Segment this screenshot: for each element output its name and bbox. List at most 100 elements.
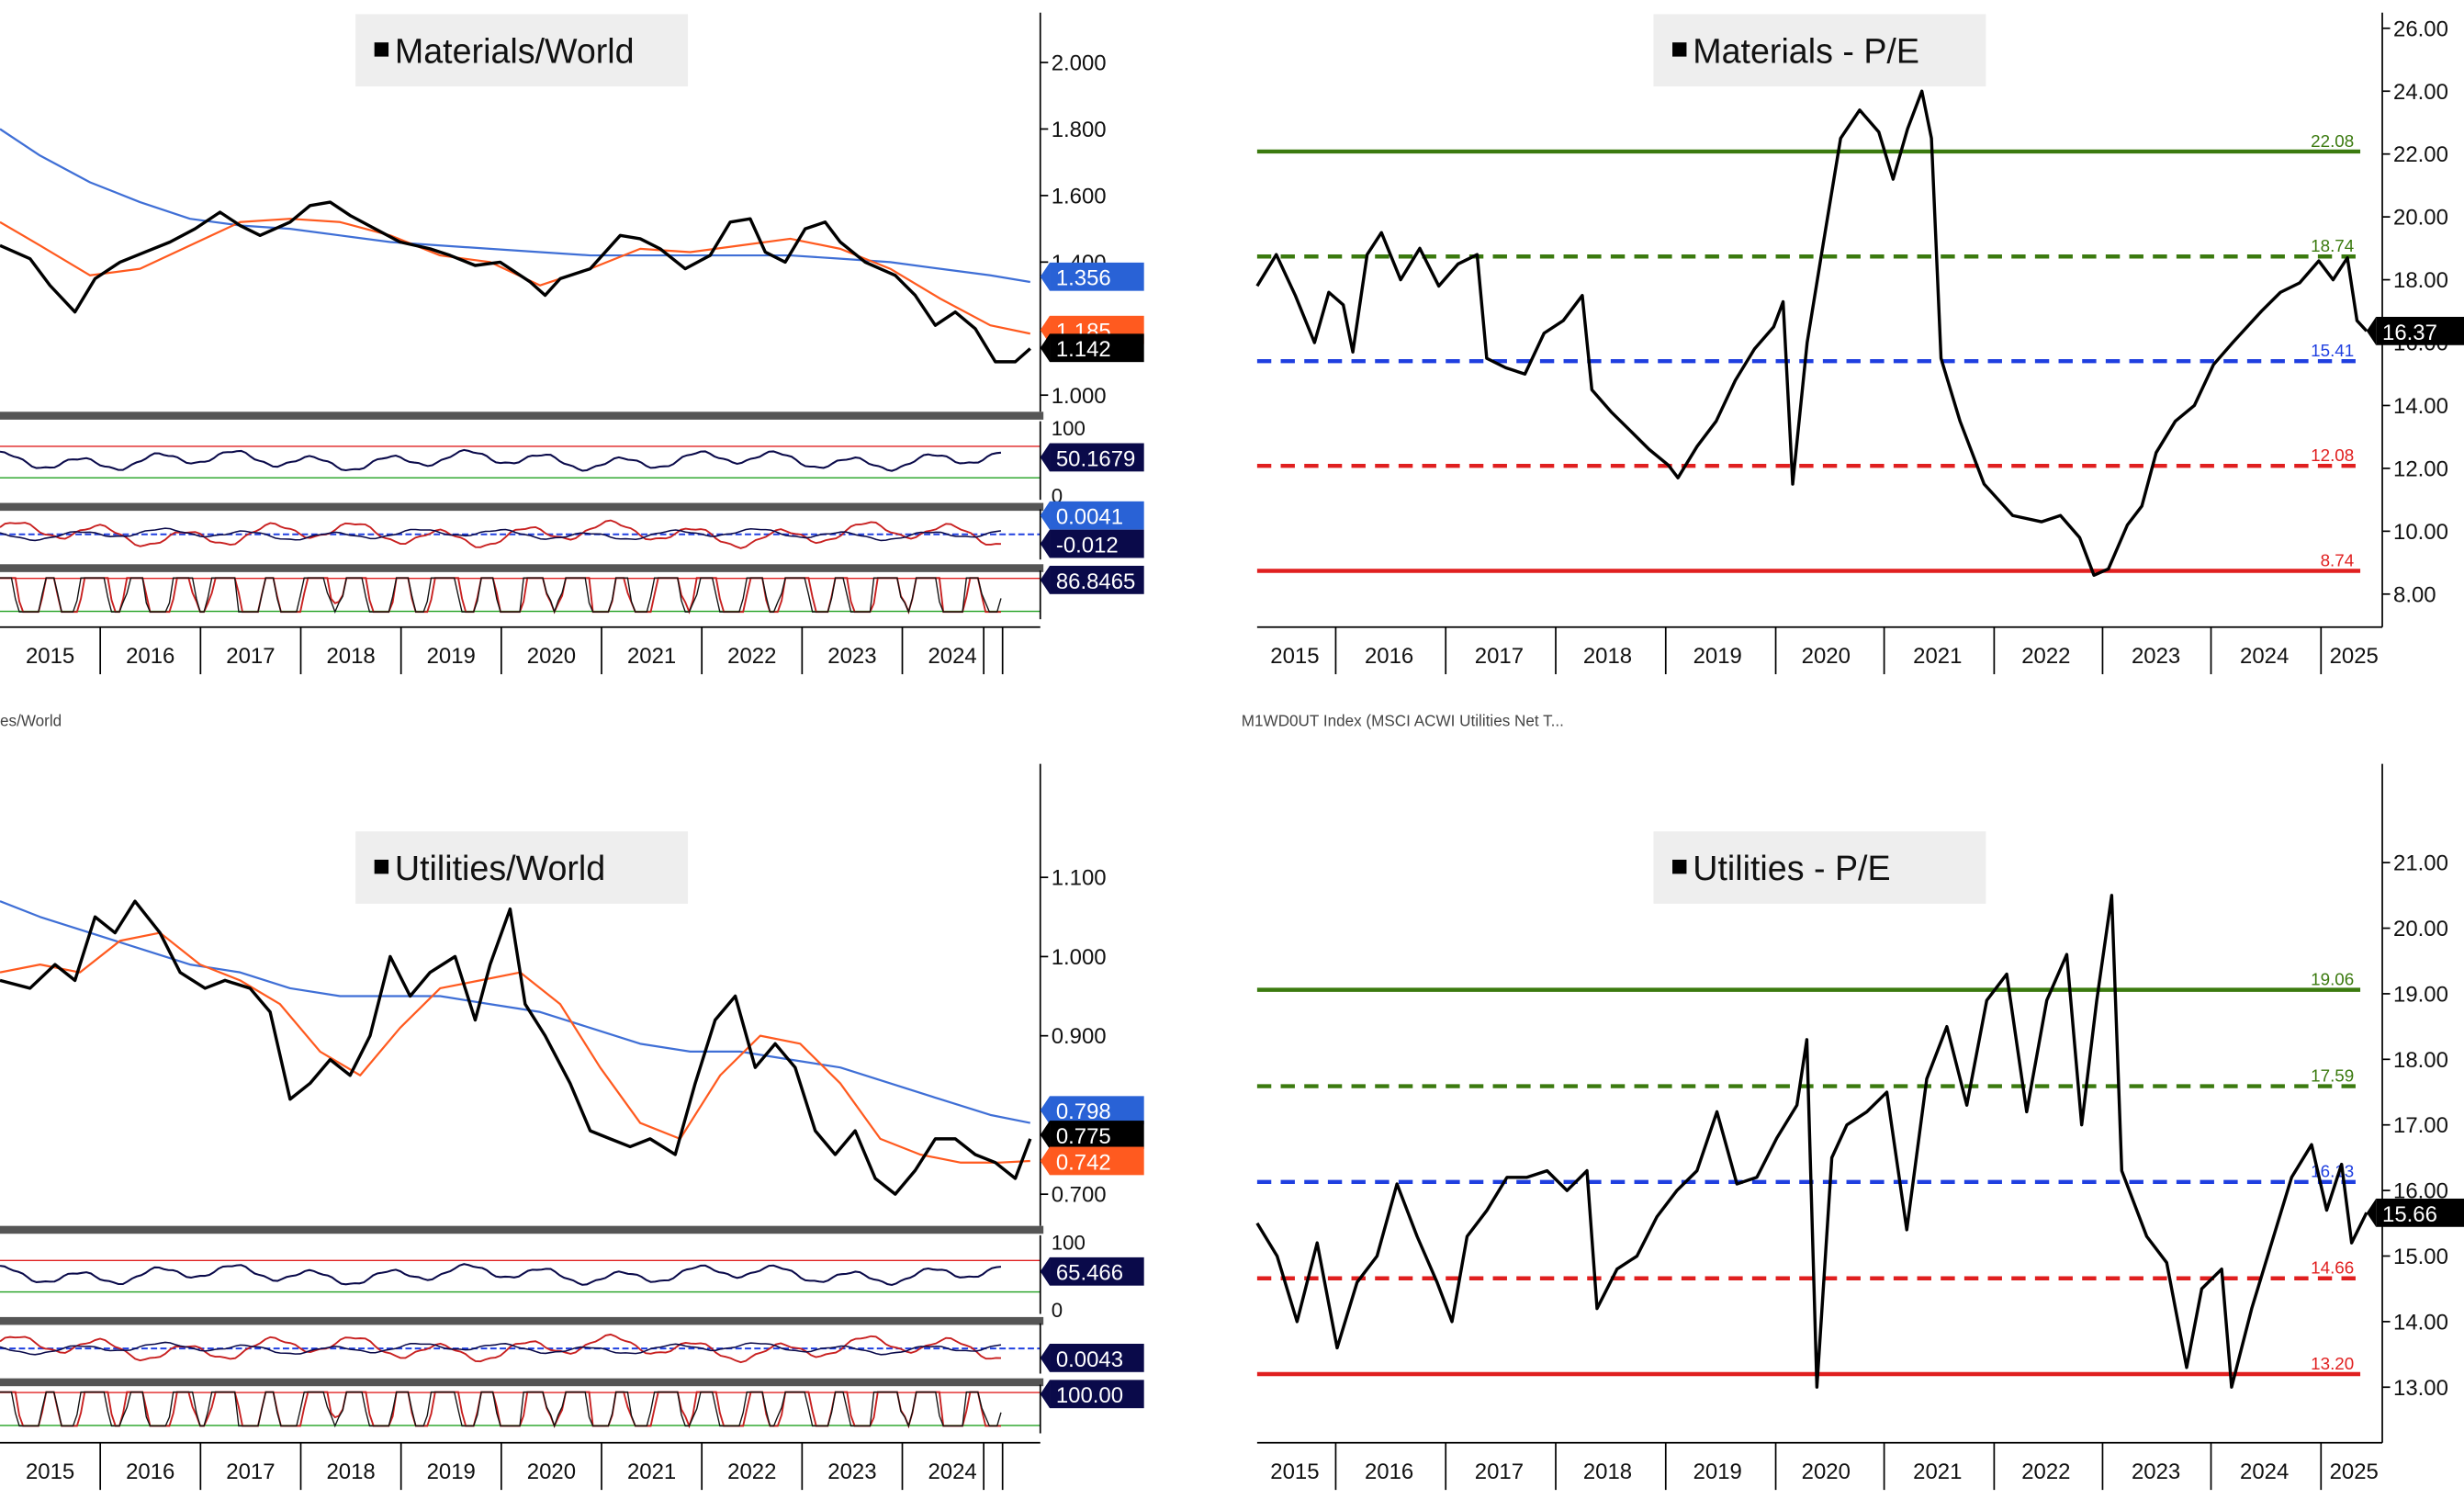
panel-separator xyxy=(0,1316,1044,1325)
rsi-scale-top: 100 xyxy=(1052,1231,1086,1254)
y-tick-label: 20.00 xyxy=(2393,917,2448,941)
x-tick-label: 2023 xyxy=(827,644,876,669)
rsi-value-tag-bg xyxy=(1050,1257,1144,1286)
x-tick-label: 2020 xyxy=(527,1460,576,1484)
stoch-value-tag-pointer xyxy=(1040,1380,1051,1409)
x-tick-label: 2021 xyxy=(627,1460,676,1484)
y-tick-label: 18.00 xyxy=(2393,268,2448,293)
stoch-value-tag-pointer xyxy=(1040,565,1051,594)
y-tick-label: 14.00 xyxy=(2393,394,2448,419)
y-tick-label: 1.100 xyxy=(1052,866,1107,891)
y-tick-label: 14.00 xyxy=(2393,1310,2448,1335)
macd-top-tag: 0.0041 xyxy=(1056,505,1123,530)
x-tick-label: 2025 xyxy=(2330,1460,2379,1484)
pe-line xyxy=(1255,894,2368,1389)
x-tick-label: 2023 xyxy=(2132,644,2180,669)
chart-title: Materials - P/E xyxy=(1693,31,1919,70)
x-tick-label: 2015 xyxy=(26,644,74,669)
x-tick-label: 2017 xyxy=(1475,1460,1524,1484)
macd-top-tag-pointer xyxy=(1040,501,1051,530)
last-value-tag-0: 1.356 xyxy=(1056,266,1111,291)
x-tick-label: 2024 xyxy=(2240,644,2289,669)
x-tick-label: 2016 xyxy=(1365,1460,1413,1484)
y-tick-label: 21.00 xyxy=(2393,851,2448,876)
price-ratio-line xyxy=(0,200,1031,364)
x-tick-label: 2021 xyxy=(1913,1460,1962,1484)
chart-title-box xyxy=(355,831,689,904)
chart-title-box xyxy=(1653,14,1986,87)
chart-title-marker xyxy=(1672,42,1687,57)
rsi-value-tag-pointer xyxy=(1040,1257,1051,1286)
x-tick-label: 2022 xyxy=(2021,644,2070,669)
chart-title-marker xyxy=(374,859,389,874)
panel-separator xyxy=(0,502,1044,512)
y-tick-label: 2.000 xyxy=(1052,51,1107,76)
x-tick-label: 2020 xyxy=(1802,1460,1851,1484)
y-tick-label: 1.000 xyxy=(1052,384,1107,409)
y-tick-label: 0.700 xyxy=(1052,1183,1107,1208)
stoch-k-line xyxy=(0,1391,1002,1428)
x-tick-label: 2016 xyxy=(126,1460,174,1484)
last-value-tag-1-pointer xyxy=(1040,315,1051,344)
macd-value-tag-pointer xyxy=(1040,529,1051,558)
materials-pe-chart: 26.0024.0022.0020.0018.0016.0014.0012.00… xyxy=(1255,12,2464,675)
last-value-tag-2: 1.142 xyxy=(1056,337,1111,362)
macd-value-tag-bg xyxy=(1050,1343,1144,1372)
band-label: 19.06 xyxy=(2311,970,2354,989)
moving-average-long-line xyxy=(0,128,1030,284)
rsi-value-tag-pointer xyxy=(1040,443,1051,472)
x-tick-label: 2016 xyxy=(1365,644,1413,669)
footer-top-right: M1WD0UT Index (MSCI ACWI Utilities Net T… xyxy=(1241,713,1564,731)
last-value-tag-0-pointer xyxy=(1040,1096,1051,1125)
band-label: 17.59 xyxy=(2311,1065,2354,1085)
moving-average-short-line xyxy=(0,931,1030,1164)
y-tick-label: 19.00 xyxy=(2393,982,2448,1007)
y-tick-label: 22.00 xyxy=(2393,142,2448,167)
y-tick-label: 13.00 xyxy=(2393,1376,2448,1401)
macd-value-tag-bg xyxy=(1050,529,1144,558)
band-label: 18.74 xyxy=(2311,236,2354,255)
x-tick-label: 2015 xyxy=(26,1460,74,1484)
panel-separator xyxy=(0,411,1044,420)
x-tick-label: 2018 xyxy=(326,1460,375,1484)
chart-title: Materials/World xyxy=(395,31,635,70)
x-tick-label: 2022 xyxy=(727,1460,776,1484)
moving-average-long-line xyxy=(0,900,1031,1124)
stoch-value-tag-bg xyxy=(1050,565,1144,594)
last-value-tag-0-pointer xyxy=(1040,262,1051,291)
last-value-tag-2-pointer xyxy=(1040,333,1051,363)
macd-line xyxy=(0,519,1002,549)
last-value-tag-pointer xyxy=(2366,316,2377,345)
x-tick-label: 2022 xyxy=(2021,1460,2070,1484)
y-tick-label: 18.00 xyxy=(2393,1048,2448,1073)
x-tick-label: 2015 xyxy=(1270,1460,1319,1484)
last-value-tag-1: 0.775 xyxy=(1056,1124,1111,1149)
y-tick-label: 1.000 xyxy=(1052,945,1107,970)
x-tick-label: 2017 xyxy=(226,644,275,669)
x-tick-label: 2018 xyxy=(1583,1460,1632,1484)
chart-title: Utilities - P/E xyxy=(1693,849,1890,887)
chart-title-marker xyxy=(374,42,389,57)
x-tick-label: 2020 xyxy=(1802,644,1851,669)
chart-title-box xyxy=(1653,831,1986,904)
macd-top-tag-bg xyxy=(1050,501,1144,530)
x-tick-label: 2024 xyxy=(928,1460,976,1484)
x-tick-label: 2022 xyxy=(727,644,776,669)
x-tick-label: 2021 xyxy=(1913,644,1962,669)
x-tick-label: 2019 xyxy=(1693,644,1742,669)
macd-value-tag: 0.0043 xyxy=(1056,1347,1123,1372)
band-label: 22.08 xyxy=(2311,131,2354,151)
y-tick-label: 1.600 xyxy=(1052,184,1107,209)
last-value-tag-1-bg xyxy=(1050,1121,1144,1149)
x-tick-label: 2021 xyxy=(627,644,676,669)
stoch-d-line xyxy=(0,1391,1001,1429)
x-tick-label: 2017 xyxy=(1475,644,1524,669)
last-value-tag-bg xyxy=(2376,1198,2464,1227)
x-tick-label: 2018 xyxy=(1583,644,1632,669)
last-value-tag-0: 0.798 xyxy=(1056,1099,1111,1124)
stoch-value-tag: 100.00 xyxy=(1056,1383,1123,1408)
price-ratio-line xyxy=(0,899,1032,1196)
stoch-k-line xyxy=(0,577,1002,614)
panel-separator xyxy=(0,1378,1044,1387)
